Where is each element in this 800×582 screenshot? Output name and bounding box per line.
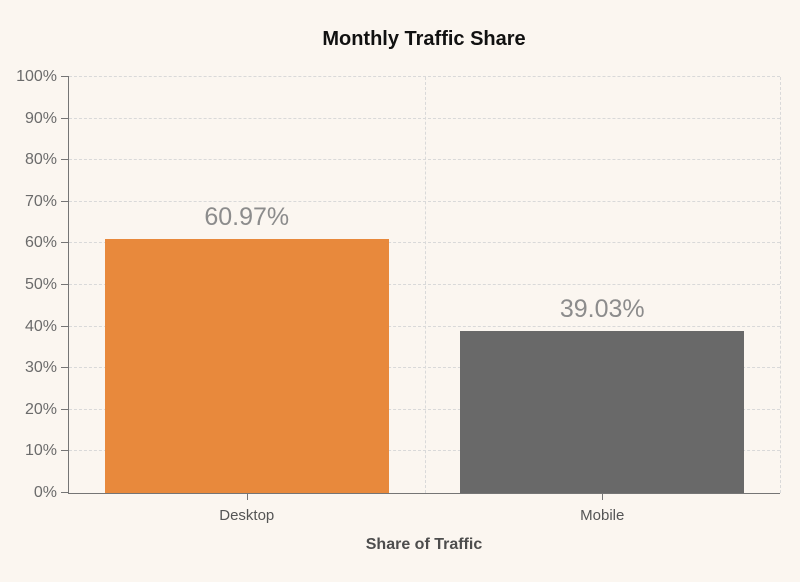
y-axis-tick: [61, 367, 69, 369]
y-axis-tick: [61, 200, 69, 202]
x-axis-title: Share of Traffic: [365, 536, 483, 553]
y-axis-tick-label: 100%: [16, 68, 57, 85]
bar-value-label: 60.97%: [204, 203, 290, 232]
y-axis-tick: [61, 408, 69, 410]
gridline-vertical: [424, 77, 426, 493]
y-axis-tick-label: 50%: [24, 276, 57, 293]
plot-area: 0% 10% 20% 30% 40% 50% 60% 70% 80% 90% 100% 60.97% D…: [16, 68, 781, 524]
x-axis-tick: [246, 493, 248, 500]
chart-title: Monthly Traffic Share: [322, 28, 526, 50]
y-axis-tick-label: 30%: [24, 359, 57, 377]
y-axis-tick-label: 20%: [24, 400, 57, 418]
y-axis-tick: [61, 492, 69, 493]
y-axis-tick: [61, 450, 69, 452]
y-axis-tick-label: 60%: [24, 234, 57, 252]
y-axis-tick-label: 40%: [24, 317, 57, 335]
y-axis-tick: [61, 159, 69, 161]
y-axis-tick-label: 10%: [24, 442, 57, 460]
y-axis-tick: [61, 117, 69, 119]
y-axis-tick: [61, 325, 69, 327]
gridline-horizontal: [69, 76, 780, 77]
y-axis-tick-label: 90%: [24, 109, 57, 127]
bar-desktop: [104, 239, 389, 493]
y-axis-tick: [61, 284, 69, 285]
x-axis-category-label: Mobile: [580, 507, 625, 524]
y-axis-tick-label: 70%: [24, 192, 57, 210]
y-axis-tick-label: 0%: [33, 484, 57, 501]
y-axis-tick: [61, 242, 69, 244]
x-axis-tick: [602, 493, 604, 500]
y-axis-tick-label: 80%: [24, 151, 57, 169]
gridline-vertical: [780, 77, 781, 493]
bar-mobile: [460, 330, 745, 493]
bar-value-label: 39.03%: [559, 294, 645, 323]
x-axis-category-label: Desktop: [219, 507, 275, 524]
y-axis-tick: [61, 76, 69, 77]
